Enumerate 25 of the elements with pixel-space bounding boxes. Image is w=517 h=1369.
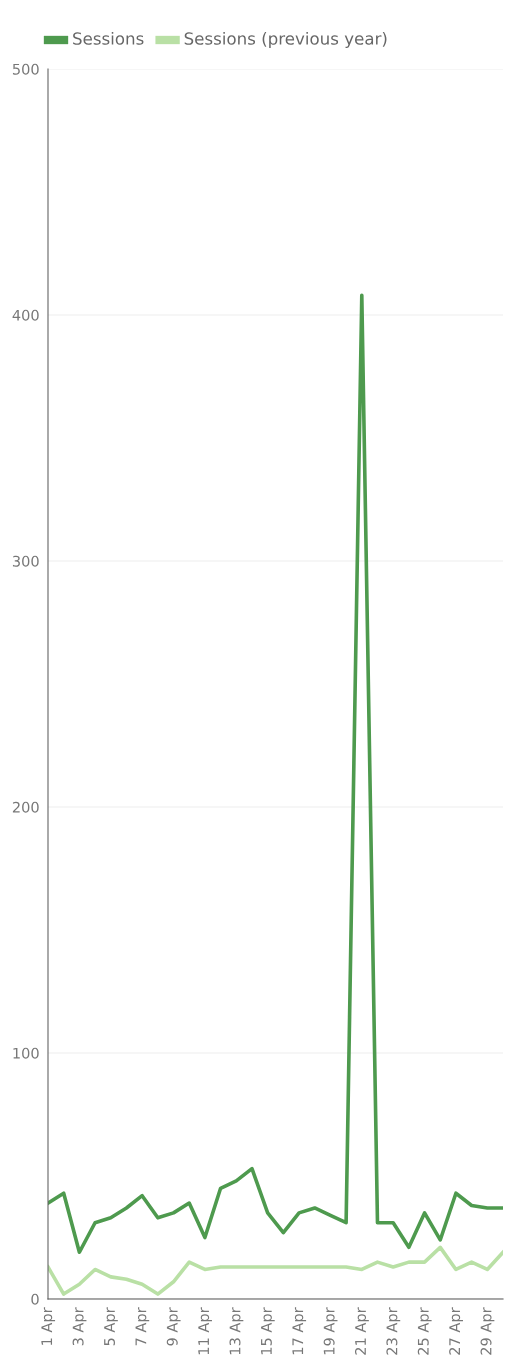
x-tick-label: 23 Apr (386, 1307, 401, 1355)
y-tick-label: 300 (12, 555, 39, 567)
x-tick-label: 13 Apr (229, 1307, 244, 1355)
x-tick-label: 19 Apr (323, 1307, 338, 1355)
x-tick-label: 3 Apr (72, 1307, 87, 1346)
x-tick-label: 21 Apr (354, 1307, 369, 1355)
legend-label: Sessions (previous year) (184, 31, 387, 49)
y-tick-label: 100 (13, 1047, 39, 1059)
x-tick-label: 5 Apr (104, 1307, 118, 1346)
x-tick-label: 11 Apr (198, 1307, 212, 1355)
line-series (48, 1245, 503, 1296)
x-tick-label: 1 Apr (41, 1307, 56, 1345)
legend-label: Sessions (73, 31, 144, 45)
y-tick-label: 200 (12, 801, 39, 813)
x-tick-label: 27 Apr (449, 1307, 463, 1355)
line-series (48, 293, 503, 1255)
x-tick-label: 15 Apr (261, 1307, 275, 1355)
x-tick-label: 25 Apr (417, 1307, 432, 1355)
y-tick-label: 400 (12, 309, 39, 321)
x-tick-label: 29 Apr (480, 1307, 495, 1355)
x-tick-label: 17 Apr (292, 1307, 307, 1355)
x-tick-label: 9 Apr (166, 1307, 181, 1346)
y-tick-label: 500 (12, 63, 39, 75)
x-tick-label: 7 Apr (135, 1307, 150, 1346)
y-tick-label: 0 (31, 1293, 39, 1305)
